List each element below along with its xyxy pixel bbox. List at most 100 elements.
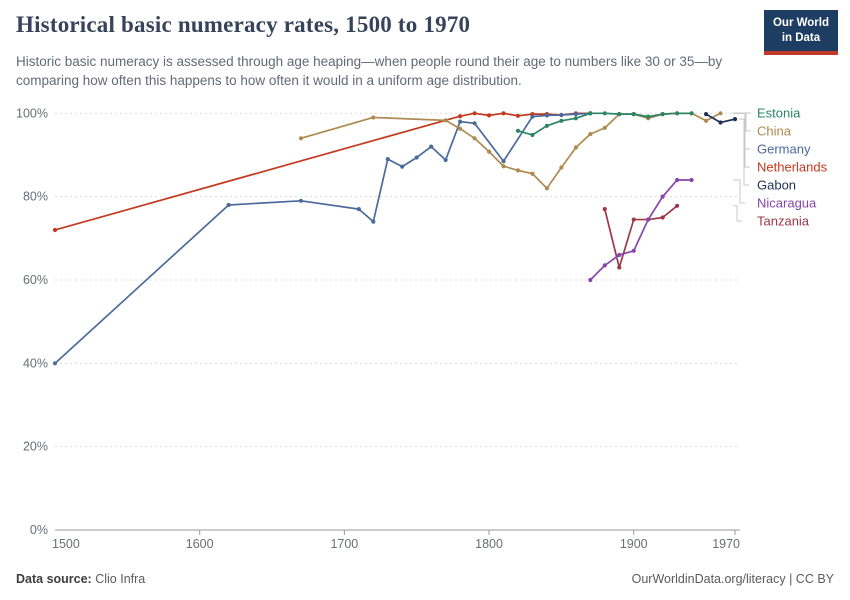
data-point-nicaragua bbox=[646, 217, 651, 222]
footer-link[interactable]: OurWorldinData.org/literacy | CC BY bbox=[631, 572, 834, 586]
series-line-nicaragua[interactable] bbox=[589, 179, 692, 281]
legend-label-tanzania[interactable]: Tanzania bbox=[757, 214, 810, 229]
data-point-estonia bbox=[544, 123, 550, 128]
data-point-estonia bbox=[646, 114, 651, 119]
page-title: Historical basic numeracy rates, 1500 to… bbox=[16, 12, 471, 37]
legend-label-germany[interactable]: Germany bbox=[757, 142, 811, 157]
data-point-estonia bbox=[559, 118, 564, 123]
data-point-tanzania bbox=[631, 217, 636, 222]
data-point-nicaragua bbox=[660, 194, 665, 199]
data-point-estonia bbox=[515, 128, 521, 133]
owid-logo-line1: Our World bbox=[772, 17, 829, 29]
data-point-germany bbox=[298, 198, 304, 203]
series-line-estonia[interactable] bbox=[517, 112, 692, 136]
data-point-estonia bbox=[689, 111, 694, 116]
data-point-germany bbox=[443, 157, 448, 163]
data-point-germany bbox=[559, 112, 564, 118]
legend-connector-tanzania bbox=[733, 205, 742, 222]
legend-label-estonia[interactable]: Estonia bbox=[757, 106, 801, 121]
data-source: Data source: Clio Infra bbox=[16, 572, 145, 586]
data-point-china bbox=[472, 136, 477, 141]
data-point-gabon bbox=[703, 112, 709, 117]
data-point-nicaragua bbox=[631, 248, 636, 253]
data-point-germany bbox=[472, 121, 477, 126]
data-point-netherlands bbox=[501, 111, 506, 116]
data-point-gabon bbox=[718, 120, 723, 125]
data-point-netherlands bbox=[472, 111, 477, 116]
data-point-china bbox=[458, 126, 463, 131]
data-point-tanzania bbox=[617, 265, 622, 270]
data-point-estonia bbox=[602, 111, 607, 116]
data-point-china bbox=[501, 164, 506, 169]
data-point-germany bbox=[544, 113, 550, 118]
data-point-germany bbox=[530, 114, 535, 119]
data-point-germany bbox=[400, 164, 405, 169]
y-tick-label: 80% bbox=[23, 190, 48, 204]
chart-subtitle: Historic basic numeracy is assessed thro… bbox=[16, 54, 723, 89]
data-point-china bbox=[602, 125, 607, 130]
data-point-china bbox=[443, 118, 448, 123]
data-point-china bbox=[718, 111, 723, 116]
data-point-estonia bbox=[530, 132, 535, 138]
data-point-china bbox=[486, 149, 492, 154]
data-point-netherlands bbox=[458, 114, 463, 119]
y-tick-label: 60% bbox=[23, 273, 48, 287]
legend-label-china[interactable]: China bbox=[757, 124, 792, 139]
legend-connector-netherlands bbox=[733, 112, 750, 168]
data-point-estonia bbox=[675, 111, 680, 116]
x-tick-label: 1700 bbox=[330, 537, 358, 551]
data-point-germany bbox=[429, 144, 434, 149]
data-point-estonia bbox=[660, 112, 665, 117]
x-tick-label: 1600 bbox=[186, 537, 214, 551]
data-point-germany bbox=[573, 112, 578, 117]
y-tick-label: 100% bbox=[16, 106, 48, 120]
data-point-germany bbox=[414, 155, 419, 160]
data-point-china bbox=[371, 115, 376, 120]
data-source-label: Data source: bbox=[16, 572, 92, 586]
legend-connector-nicaragua bbox=[733, 179, 745, 204]
legend-connector-gabon bbox=[739, 118, 749, 186]
data-point-netherlands bbox=[515, 113, 521, 118]
data-point-nicaragua bbox=[588, 277, 593, 283]
legend-label-gabon[interactable]: Gabon bbox=[757, 178, 796, 193]
x-tick-label: 1970 bbox=[712, 537, 740, 551]
data-point-germany bbox=[371, 219, 376, 224]
data-point-germany bbox=[385, 157, 390, 162]
owid-logo-line2: in Data bbox=[781, 31, 821, 44]
legend-connector-china bbox=[733, 112, 751, 132]
owid-logo[interactable]: Our World in Data bbox=[763, 10, 838, 55]
data-point-china bbox=[515, 168, 521, 173]
series-line-germany[interactable] bbox=[54, 112, 591, 364]
data-point-nicaragua bbox=[689, 177, 694, 183]
data-point-china bbox=[544, 186, 550, 191]
data-point-tanzania bbox=[675, 203, 680, 208]
data-point-china bbox=[573, 145, 578, 150]
data-point-estonia bbox=[588, 111, 593, 116]
data-point-estonia bbox=[631, 112, 636, 117]
series-line-netherlands[interactable] bbox=[54, 112, 591, 231]
y-tick-label: 20% bbox=[23, 440, 48, 454]
data-point-tanzania bbox=[602, 207, 607, 212]
legend-label-netherlands[interactable]: Netherlands bbox=[757, 160, 828, 175]
data-point-germany bbox=[458, 119, 463, 124]
data-point-estonia bbox=[573, 116, 578, 121]
data-point-gabon bbox=[732, 117, 738, 122]
x-tick-label: 1800 bbox=[475, 537, 503, 551]
x-tick-label: 1900 bbox=[620, 537, 648, 551]
data-point-china bbox=[298, 136, 304, 141]
y-tick-label: 0% bbox=[30, 523, 48, 537]
data-point-nicaragua bbox=[617, 252, 622, 258]
data-point-nicaragua bbox=[602, 263, 607, 268]
data-point-netherlands bbox=[486, 113, 492, 118]
data-point-germany bbox=[226, 202, 231, 208]
data-point-nicaragua bbox=[675, 177, 680, 183]
x-tick-label: 1500 bbox=[52, 537, 80, 551]
data-point-china bbox=[588, 132, 593, 137]
data-point-germany bbox=[52, 361, 58, 366]
data-point-estonia bbox=[617, 112, 622, 117]
data-point-china bbox=[559, 165, 564, 170]
data-point-netherlands bbox=[52, 227, 58, 233]
chart-footer: Data source: Clio Infra OurWorldinData.o… bbox=[16, 572, 834, 586]
legend-label-nicaragua[interactable]: Nicaragua bbox=[757, 196, 817, 211]
